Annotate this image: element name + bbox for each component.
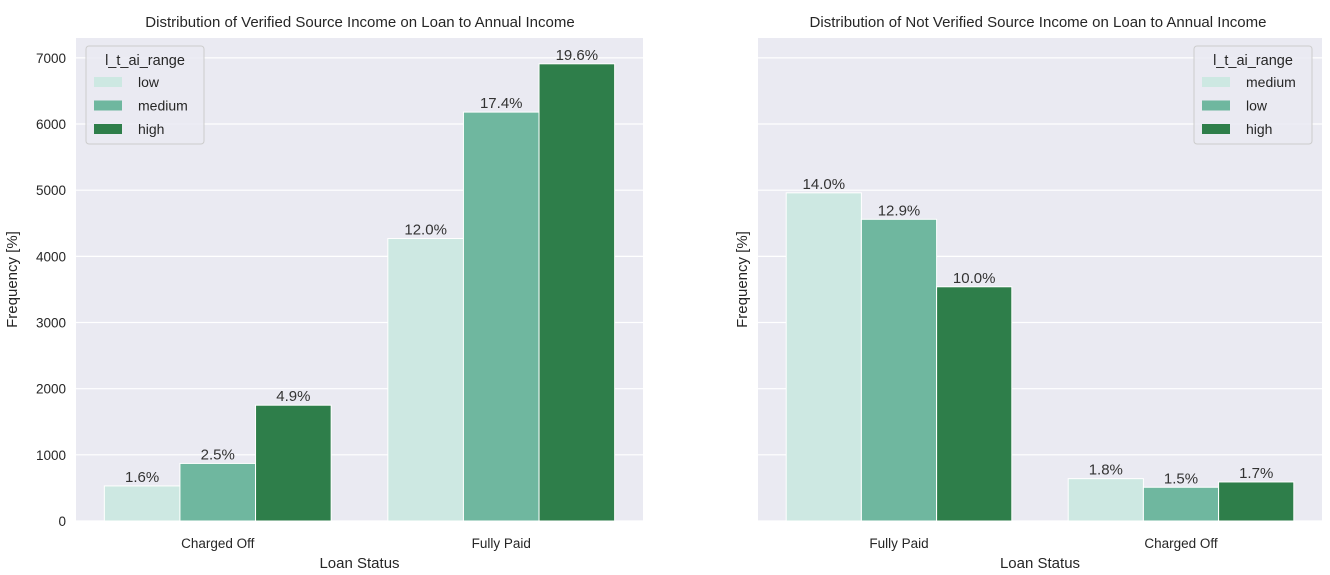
chart-title: Distribution of Verified Source Income o… (145, 14, 574, 31)
chart-title: Distribution of Not Verified Source Inco… (810, 14, 1267, 31)
bar-medium-fully-paid (785, 192, 862, 522)
bar-data-label: 2.5% (201, 446, 235, 463)
legend-swatch-low (94, 77, 122, 87)
legend-title: l_t_ai_range (1213, 53, 1293, 69)
bar-data-label: 1.7% (1239, 465, 1273, 482)
bar-low-charged-off (1142, 486, 1220, 522)
y-tick-label: 1000 (36, 448, 66, 463)
bar-high-charged-off (1218, 481, 1295, 522)
bar-medium-charged-off (179, 462, 257, 522)
x-axis-label: Loan Status (319, 555, 399, 572)
y-tick-label: 6000 (36, 117, 66, 132)
bar-data-label: 1.6% (125, 469, 159, 486)
bar-high-charged-off (255, 404, 332, 522)
legend-swatch-high (94, 124, 122, 134)
x-tick-label: Charged Off (181, 536, 255, 551)
y-tick-label: 0 (58, 514, 66, 529)
bar-data-label: 19.6% (556, 47, 599, 64)
y-tick-label: 3000 (36, 316, 66, 331)
bar-medium-fully-paid (462, 111, 540, 522)
y-axis-label: Frequency [%] (734, 231, 751, 328)
legend-swatch-medium (94, 100, 122, 111)
legend-label-medium: medium (138, 98, 188, 114)
bar-data-label: 17.4% (480, 95, 523, 112)
bar-data-label: 12.9% (878, 202, 921, 219)
legend-frame (1193, 45, 1313, 145)
legend-label-medium: medium (1246, 74, 1296, 90)
y-tick-label: 7000 (36, 51, 66, 66)
y-axis-label: Frequency [%] (4, 231, 21, 328)
y-tick-label: 2000 (36, 382, 66, 397)
legend-label-high: high (138, 121, 164, 137)
legend-label-low: low (138, 74, 160, 90)
bar-low-fully-paid (387, 237, 464, 522)
legend-frame (85, 45, 205, 145)
bar-high-fully-paid (936, 286, 1013, 522)
x-tick-label: Fully Paid (472, 536, 531, 551)
bar-data-label: 14.0% (803, 176, 846, 193)
bar-data-label: 12.0% (404, 221, 447, 238)
x-tick-label: Charged Off (1144, 536, 1218, 551)
y-tick-label: 5000 (36, 183, 66, 198)
chart-panel-2: Fully Paid 14.0% 12.9% 10.0% Charged Off 1.8%… (734, 14, 1322, 572)
legend-swatch-high (1202, 124, 1230, 134)
bar-data-label: 1.8% (1089, 462, 1123, 479)
bar-data-label: 10.0% (953, 270, 996, 287)
legend-label-high: high (1246, 121, 1272, 137)
legend-title: l_t_ai_range (105, 53, 185, 69)
x-tick-label: Fully Paid (869, 536, 928, 551)
y-tick-label: 4000 (36, 249, 66, 264)
legend-label-low: low (1246, 98, 1268, 114)
bar-data-label: 4.9% (276, 388, 310, 405)
bar-high-fully-paid (538, 63, 616, 522)
legend-swatch-low (1202, 100, 1230, 111)
bar-medium-charged-off (1067, 478, 1144, 522)
x-axis-label: Loan Status (1000, 555, 1080, 572)
bar-low-charged-off (103, 485, 181, 522)
bar-data-label: 1.5% (1164, 470, 1198, 487)
bar-low-fully-paid (860, 218, 938, 522)
chart-panel-1: 0 1000 2000 3000 4000 5000 6000 7000 Charged Off… (4, 14, 643, 572)
legend-swatch-medium (1202, 77, 1230, 87)
